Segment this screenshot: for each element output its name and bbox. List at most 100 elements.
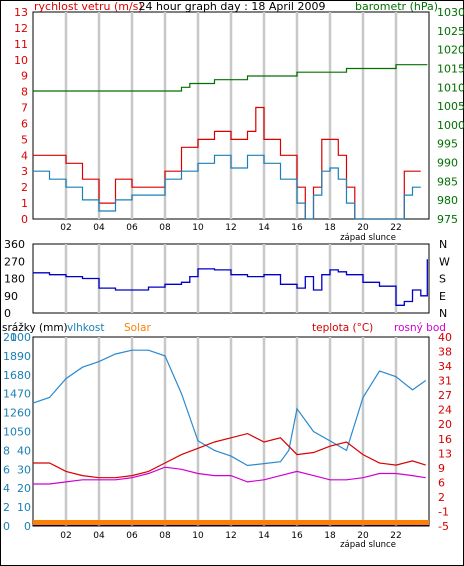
rain-tick: 14 [3,388,17,401]
time-tick: 18 [324,531,336,541]
time-tick: 06 [126,223,138,233]
time-tick: 16 [291,223,303,233]
temperature-tick: 27 [438,389,452,402]
temperature-tick: 13 [438,447,452,460]
compass-tick: S [439,273,446,286]
legend-dew-point: rosný bod [394,322,446,334]
pressure-tick: 995 [437,138,458,151]
rain-tick: 4 [3,482,10,495]
compass-tick: E [439,290,446,303]
degree-tick: 270 [4,255,25,268]
wind-speed-line [33,106,421,220]
humidity-temperature-grid [64,337,398,526]
pressure-tick: 1010 [437,81,464,94]
wind-speed-tick: 11 [14,38,28,51]
time-tick: 22 [390,223,401,233]
humidity-tick: 80 [17,369,31,382]
wind-speed-tick: 5 [21,133,28,146]
humidity-tick: 0 [24,520,31,533]
pressure-axis-label: barometr (hPa) [355,0,438,13]
time-tick: 20 [357,531,369,541]
wind-speed-tick: 1 [21,197,28,210]
degree-tick: 180 [4,273,25,286]
legend-solar: Solar [124,322,151,334]
time-tick: 04 [93,223,105,233]
time-tick: 14 [258,223,270,233]
wind-pressure-series [33,64,428,220]
time-tick: 10 [192,531,204,541]
temperature-tick: 20 [438,418,452,431]
pressure-tick: 1005 [437,100,464,113]
degree-tick: 90 [4,290,18,303]
temperature-line [33,432,426,479]
wind-speed-axis-label: rychlost vetru (m/s) [34,0,143,13]
compass-tick: N [439,238,447,251]
wind-direction-degree-ticks: 0 90 180 270 360 [4,238,25,320]
rain-axis-ticks: 0 2 4 6 8 10 12 14 16 18 20 [3,331,17,533]
rain-tick: 6 [3,463,10,476]
temperature-tick: 24 [438,404,452,417]
pressure-tick: 975 [437,213,458,226]
wind-speed-tick: 9 [21,70,28,83]
temperature-tick: 16 [438,433,452,446]
temperature-tick: -1 [438,505,449,518]
humidity-tick: 40 [17,444,31,457]
time-tick: 02 [60,531,71,541]
time-tick: 22 [390,531,401,541]
wind-speed-tick: 12 [14,22,28,35]
humidity-line [32,349,427,467]
temperature-tick: 34 [438,360,452,373]
temperature-tick: 31 [438,375,452,388]
humidity-tick: 30 [17,463,31,476]
wind-speed-tick: 6 [21,117,28,130]
pressure-tick: 990 [437,157,458,170]
pressure-tick: 1025 [437,25,464,38]
humidity-tick: 20 [17,482,31,495]
time-tick: 06 [126,531,138,541]
sunset-label: západ slunce [340,233,396,243]
temperature-tick: 38 [438,346,452,359]
humidity-tick: 90 [17,350,31,363]
dew-point-line [33,466,426,485]
rain-tick: 0 [3,520,10,533]
wind-direction-line [33,259,428,306]
wind-speed-tick: 0 [21,213,28,226]
humidity-tick: 10 [17,501,31,514]
temperature-tick: 6 [438,476,445,489]
pressure-tick: 1000 [437,119,464,132]
rain-tick: 20 [3,331,17,344]
temperature-tick: 9 [438,462,445,475]
time-tick: 10 [192,223,204,233]
wind-speed-tick: 3 [21,165,28,178]
temperature-tick: 2 [438,491,445,504]
wind-speed-tick: 13 [14,6,28,19]
legend-humidity: vlhkost [67,322,105,334]
temperature-tick: 40 [438,331,452,344]
time-tick: 14 [258,531,270,541]
time-tick: 08 [159,223,171,233]
humidity-axis-ticks: 0 10 20 30 40 50 60 70 80 90 100 [10,331,31,533]
wind-speed-tick: 7 [21,102,28,115]
rain-tick: 10 [3,426,17,439]
time-tick: 12 [225,531,236,541]
compass-tick: W [439,255,450,268]
wind-speed-secondary-line [33,154,421,220]
rain-tick: 2 [3,501,10,514]
pressure-axis-ticks: 975 980 985 990 995 1000 1005 1010 1015 1020 1025 1… [437,6,464,226]
humidity-tick: 50 [17,426,31,439]
legend-rain: srážky (mm) [2,322,68,334]
humidity-temperature-series [32,349,429,526]
pressure-tick: 1015 [437,62,464,75]
pressure-tick: 985 [437,175,458,188]
time-tick: 04 [93,531,105,541]
humidity-tick: 70 [17,388,31,401]
pressure-tick: 1030 [437,6,464,19]
time-tick: 12 [225,223,236,233]
rain-tick: 12 [3,407,17,420]
rain-tick: 18 [3,350,17,363]
